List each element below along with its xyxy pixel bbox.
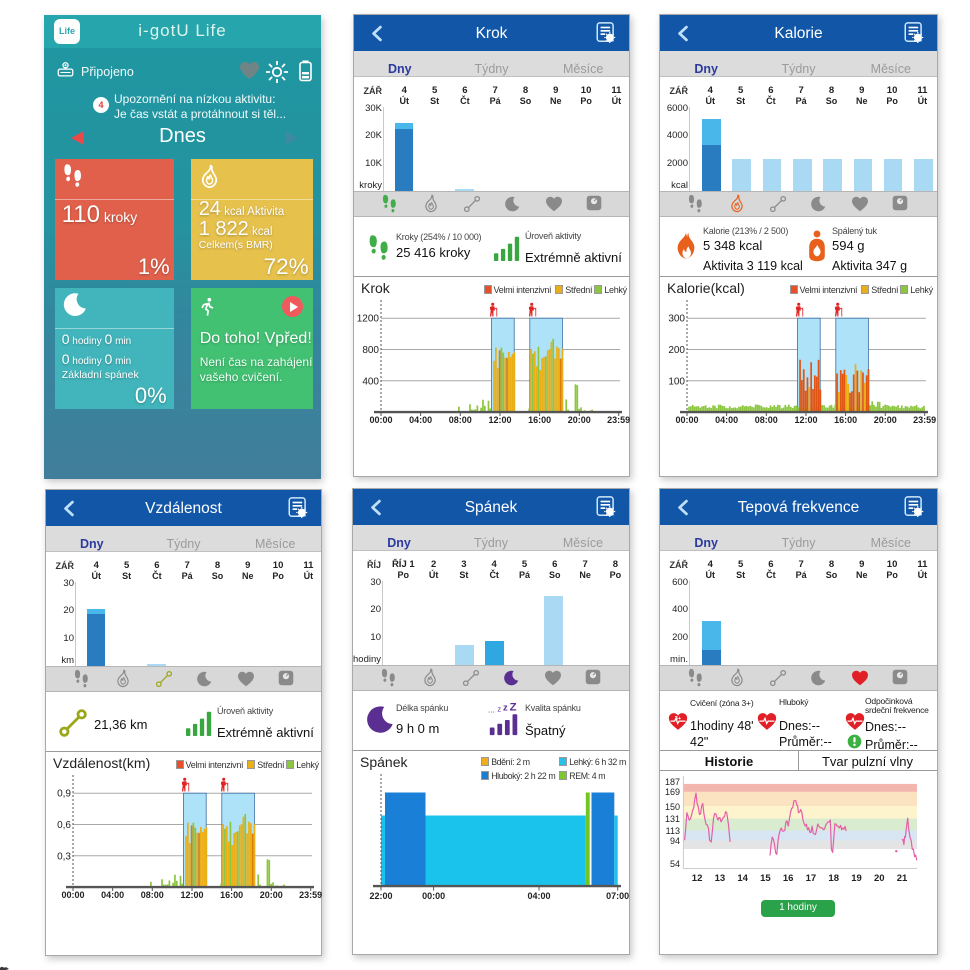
svg-text:z: z [503, 702, 508, 713]
svg-text:1200: 1200 [357, 314, 380, 325]
svg-text:0,9: 0,9 [57, 789, 71, 800]
svg-text:0,6: 0,6 [57, 820, 71, 831]
svg-text:300: 300 [668, 314, 685, 325]
svg-text:400: 400 [362, 376, 379, 387]
svg-text:z: z [497, 704, 501, 713]
svg-text:3+: 3+ [675, 716, 682, 722]
svg-text:200: 200 [668, 345, 685, 356]
svg-text:100: 100 [668, 376, 685, 387]
svg-text:0,3: 0,3 [57, 851, 71, 862]
svg-text:Z: Z [510, 701, 517, 713]
svg-text:800: 800 [362, 345, 379, 356]
svg-text:...: ... [488, 704, 495, 714]
